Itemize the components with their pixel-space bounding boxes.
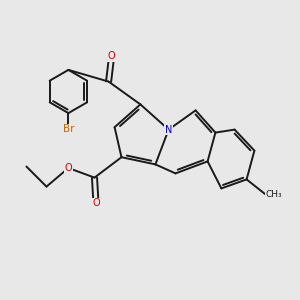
Text: O: O [92, 198, 100, 208]
Text: O: O [108, 51, 116, 62]
Text: CH₃: CH₃ [266, 190, 282, 199]
Text: N: N [165, 124, 172, 135]
Text: O: O [64, 163, 72, 173]
Text: Br: Br [63, 124, 74, 134]
